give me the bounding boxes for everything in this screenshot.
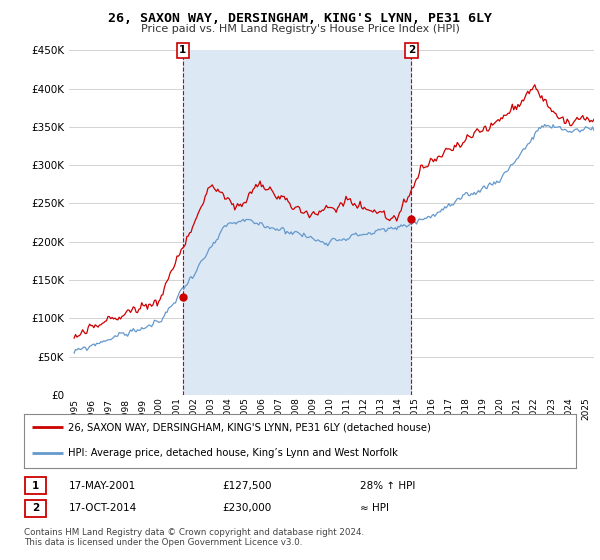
Text: 2: 2	[32, 503, 39, 514]
Text: 17-MAY-2001: 17-MAY-2001	[69, 480, 136, 491]
Text: 17-OCT-2014: 17-OCT-2014	[69, 503, 137, 514]
Text: HPI: Average price, detached house, King’s Lynn and West Norfolk: HPI: Average price, detached house, King…	[68, 447, 398, 458]
Text: Contains HM Land Registry data © Crown copyright and database right 2024.
This d: Contains HM Land Registry data © Crown c…	[24, 528, 364, 547]
FancyBboxPatch shape	[25, 477, 46, 494]
Text: 1: 1	[179, 45, 187, 55]
FancyBboxPatch shape	[25, 500, 46, 517]
Text: £230,000: £230,000	[222, 503, 271, 514]
Text: ≈ HPI: ≈ HPI	[360, 503, 389, 514]
Bar	[183, 50, 412, 395]
Text: 1: 1	[32, 480, 39, 491]
Text: 26, SAXON WAY, DERSINGHAM, KING'S LYNN, PE31 6LY: 26, SAXON WAY, DERSINGHAM, KING'S LYNN, …	[108, 12, 492, 25]
Text: 28% ↑ HPI: 28% ↑ HPI	[360, 480, 415, 491]
Text: 26, SAXON WAY, DERSINGHAM, KING'S LYNN, PE31 6LY (detached house): 26, SAXON WAY, DERSINGHAM, KING'S LYNN, …	[68, 422, 431, 432]
Text: £127,500: £127,500	[222, 480, 271, 491]
Text: Price paid vs. HM Land Registry's House Price Index (HPI): Price paid vs. HM Land Registry's House …	[140, 24, 460, 34]
Text: 2: 2	[408, 45, 415, 55]
